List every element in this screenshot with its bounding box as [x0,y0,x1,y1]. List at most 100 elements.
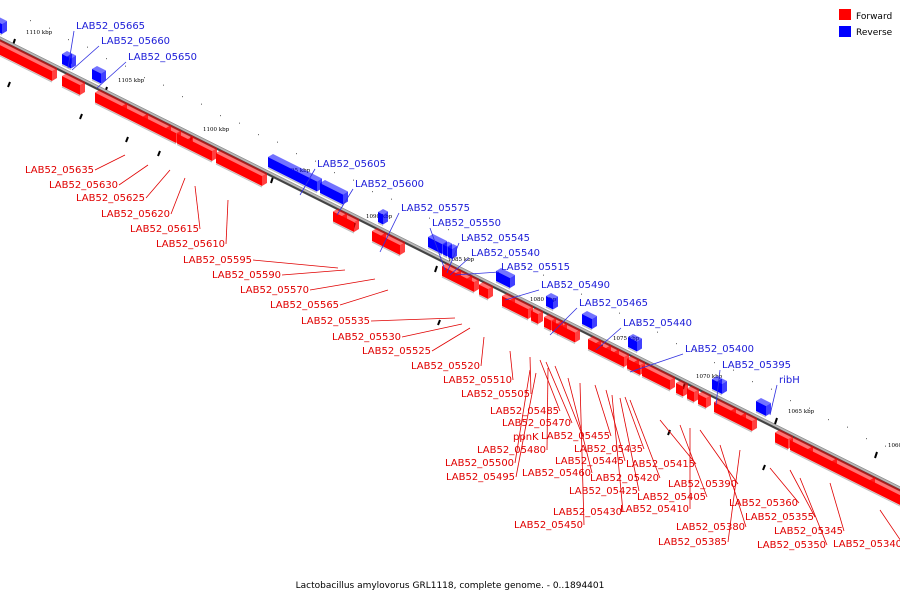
reverse-gene-arrow [91,66,106,85]
label-leader-line [715,369,721,406]
gene-label-lab52-05535: LAB52_05535 [301,316,370,327]
label-leader-line [299,168,316,196]
scale-dot [125,65,126,67]
minor-tick-mark [437,319,441,326]
scale-dot [201,103,202,105]
label-leader-line [449,257,470,276]
scale-dot [885,445,886,447]
gene-label-lab52-05490: LAB52_05490 [541,280,610,291]
scale-dot [30,20,31,22]
scale-dot [619,312,620,314]
label-leader-line [225,199,229,245]
gene-label-lab52-05345: LAB52_05345 [774,526,843,537]
gene-label-lab52-05625: LAB52_05625 [76,193,145,204]
label-leader-line [514,369,531,464]
label-leader-line [769,467,800,504]
scale-dot [543,274,544,276]
gene-label-lab52-05410: LAB52_05410 [620,504,689,515]
forward-gene-arrow [215,150,267,188]
gene-label-lab52-05610: LAB52_05610 [156,239,225,250]
gene-label-lab52-05565: LAB52_05565 [270,300,339,311]
scale-tick-label: 1060 kbp [888,443,900,449]
label-leader-line [401,323,463,338]
reverse-gene-arrow [581,311,597,331]
scale-dot [847,426,848,428]
forward-gene-arrow [0,39,57,83]
label-leader-line [94,154,126,171]
label-leader-line [309,278,376,291]
label-leader-line [529,356,532,395]
reverse-gene-arrow [495,268,515,290]
gene-label-lab52-05405: LAB52_05405 [637,492,706,503]
gene-label-lab52-05400: LAB52_05400 [685,344,754,355]
scale-tick-mark [270,176,274,184]
scale-dot [296,153,297,155]
legend-swatch-reverse [839,26,851,37]
scale-dot [752,381,753,383]
legend-label-reverse: Reverse [856,28,893,38]
label-leader-line [727,449,741,543]
gene-label-lab52-05605: LAB52_05605 [317,159,386,170]
minor-tick-mark [79,113,83,120]
label-leader-line [567,377,593,474]
label-leader-line [454,271,500,276]
label-leader-line [281,269,346,276]
minor-tick-mark [762,464,766,471]
legend: Forward Reverse [839,9,893,38]
label-leader-line [118,164,149,186]
scale-dot [68,39,69,41]
reverse-gene-arrow [755,398,771,418]
gene-label-lab52-05395: LAB52_05395 [722,360,791,371]
gene-label-lab52-05615: LAB52_05615 [130,224,199,235]
gene-label-lab52-05355: LAB52_05355 [745,512,814,523]
label-leader-line [379,212,400,253]
scale-tick-label: 1110 kbp [26,30,53,36]
scale-dot [581,293,582,295]
gene-label-lab52-05520: LAB52_05520 [411,361,480,372]
reverse-gene-arrow [447,244,457,261]
scale-dot [562,286,563,288]
scale-tick-label: 1080 kbp [530,297,557,303]
scale-dot [372,191,373,193]
forward-gene-arrow [697,391,711,410]
gene-label-lab52-05540: LAB52_05540 [471,248,540,259]
scale-dot [448,229,449,231]
gene-label-lab52-05340: LAB52_05340 [833,539,900,550]
label-leader-line [549,307,578,336]
gene-label-lab52-05465: LAB52_05465 [579,298,648,309]
scale-tick-label: 1065 kbp [788,409,815,415]
forward-gene-arrow [561,323,580,344]
scale-tick-label: 1085 kbp [448,257,475,263]
label-leader-line [659,419,697,465]
label-leader-line [579,382,585,526]
gene-label-lab52-05380: LAB52_05380 [676,522,745,533]
gene-label-lab52-05570: LAB52_05570 [240,285,309,296]
scale-dot [334,172,335,174]
label-leader-line [611,394,624,513]
scale-dot [714,362,715,364]
label-leader-line [829,482,845,532]
label-leader-line [504,289,540,301]
label-leader-line [546,367,549,451]
reverse-gene-arrow [627,334,642,353]
label-leader-line [629,399,661,479]
scale-dot [144,77,145,79]
gene-label-lab52-05500: LAB52_05500 [445,458,514,469]
label-leader-line [509,350,514,381]
label-leader-line [769,384,778,416]
scale-tick-mark [874,451,878,459]
scale-dot [486,248,487,250]
label-leader-line [339,289,389,306]
gene-label-lab52-05505: LAB52_05505 [461,389,530,400]
forward-gene-arrow [466,275,479,294]
scale-dot [87,46,88,48]
gene-label-lab52-05480: LAB52_05480 [477,445,546,456]
gene-label-lab52-05360: LAB52_05360 [729,498,798,509]
scale-dot [638,324,639,326]
reverse-gene-arrow [319,180,348,206]
gene-label-lab52-05445: LAB52_05445 [555,456,624,467]
label-leader-line [619,397,640,492]
label-leader-line [629,353,684,373]
forward-gene-arrow [530,307,543,326]
gene-label-lab52-05510: LAB52_05510 [443,375,512,386]
